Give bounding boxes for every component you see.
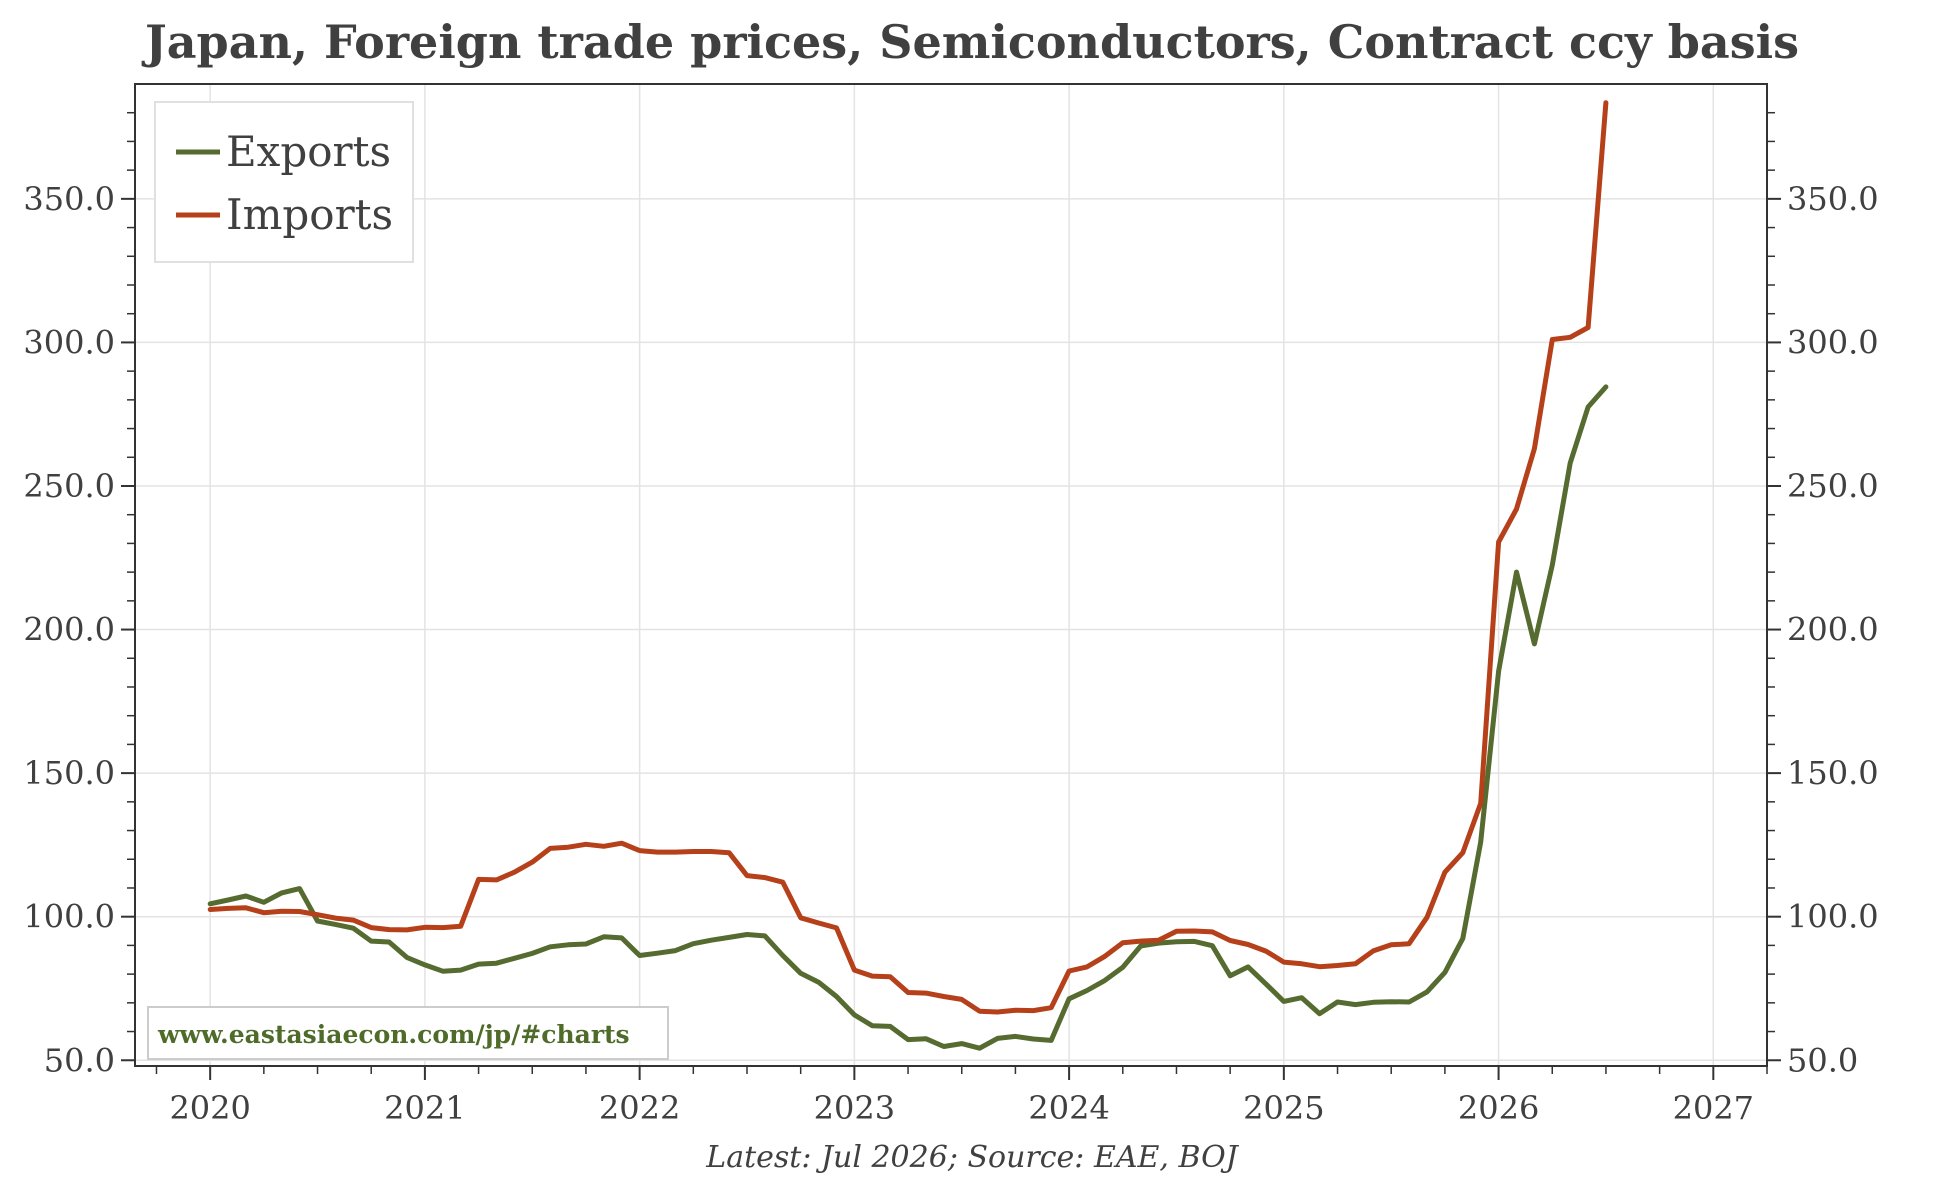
watermark-text: www.eastasiaecon.com/jp/#charts xyxy=(157,1020,630,1049)
y-axis-left: 50.0 100.0 150.0 200.0 250.0 300.0 350.0 xyxy=(23,180,115,1079)
source-note: Latest: Jul 2026; Source: EAE, BOJ xyxy=(705,1140,1239,1175)
x-tick-label: 2024 xyxy=(1028,1089,1109,1127)
x-tick-label: 2025 xyxy=(1243,1089,1324,1127)
y-tick-label-left: 50.0 xyxy=(44,1041,115,1079)
y-tick-label-left: 100.0 xyxy=(23,898,115,936)
y-tick-label-left: 300.0 xyxy=(23,323,115,361)
plot-frame xyxy=(134,83,1768,1067)
x-axis: 2020 2021 2022 2023 2024 2025 2026 2027 xyxy=(169,1089,1754,1127)
x-tick-label: 2026 xyxy=(1458,1089,1539,1127)
y-tick-label-right: 200.0 xyxy=(1787,611,1879,649)
y-tick-label-right: 50.0 xyxy=(1787,1041,1858,1079)
watermark-box xyxy=(147,1006,669,1060)
x-tick-label: 2021 xyxy=(384,1089,465,1127)
axis-ticks xyxy=(121,111,1781,1080)
chart-title: Japan, Foreign trade prices, Semiconduct… xyxy=(141,15,1799,69)
x-tick-label: 2020 xyxy=(169,1089,250,1127)
x-tick-label: 2027 xyxy=(1673,1089,1754,1127)
legend-label-exports: Exports xyxy=(226,127,391,176)
legend: Exports Imports xyxy=(154,101,414,263)
x-tick-label: 2022 xyxy=(599,1089,680,1127)
y-tick-label-right: 300.0 xyxy=(1787,323,1879,361)
y-tick-label-right: 350.0 xyxy=(1787,180,1879,218)
legend-box xyxy=(154,101,414,263)
series-line-exports xyxy=(207,384,1609,1051)
y-axis-right: 50.0 100.0 150.0 200.0 250.0 300.0 350.0 xyxy=(1787,180,1879,1079)
y-tick-label-left: 250.0 xyxy=(23,467,115,505)
y-tick-label-left: 350.0 xyxy=(23,180,115,218)
watermark: www.eastasiaecon.com/jp/#charts xyxy=(147,1006,669,1060)
y-tick-label-right: 250.0 xyxy=(1787,467,1879,505)
x-tick-label: 2023 xyxy=(814,1089,895,1127)
y-tick-label-right: 150.0 xyxy=(1787,754,1879,792)
y-tick-label-left: 200.0 xyxy=(23,611,115,649)
series-lines xyxy=(207,100,1609,1051)
series-line-imports xyxy=(207,100,1609,1015)
y-tick-label-left: 150.0 xyxy=(23,754,115,792)
y-tick-label-right: 100.0 xyxy=(1787,898,1879,936)
legend-label-imports: Imports xyxy=(226,190,393,239)
